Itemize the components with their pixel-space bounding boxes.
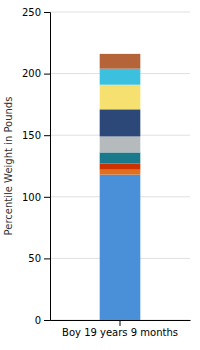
y-tick: 150: [22, 130, 50, 141]
y-tick-mark: [44, 135, 50, 136]
y-tick: 250: [22, 7, 50, 18]
x-tick-label: Boy 19 years 9 months: [62, 327, 178, 338]
grid-line: [50, 12, 190, 13]
y-axis-title: Percentile Weight in Pounds: [3, 97, 14, 236]
y-tick-label: 100: [22, 192, 41, 203]
y-axis: 0 50 100 150 200 250: [22, 7, 51, 326]
bar-segment: [100, 152, 141, 163]
x-tick-mark: [120, 320, 121, 326]
grid: [50, 12, 190, 320]
bar-segment: [100, 85, 141, 110]
y-tick-label: 200: [22, 68, 41, 79]
y-tick: 50: [28, 253, 50, 264]
y-tick-mark: [44, 258, 50, 259]
x-axis: Boy 19 years 9 months: [51, 320, 191, 338]
bar-segment: [100, 69, 141, 85]
y-tick-label: 150: [22, 130, 41, 141]
y-tick-mark: [44, 74, 50, 75]
bar-segment: [100, 175, 141, 320]
bar-segment: [100, 170, 141, 175]
y-tick-mark: [44, 12, 50, 13]
chart: 0 50 100 150 200 250 Boy 19 years 9 months Perc…: [0, 0, 200, 350]
bar-segment: [100, 136, 141, 152]
y-tick-label: 0: [35, 315, 41, 326]
plot: 0 50 100 150 200 250 Boy 19 years 9 months: [22, 7, 191, 338]
y-tick-label: 250: [22, 7, 41, 18]
x-tick: Boy 19 years 9 months: [62, 320, 178, 338]
bar-segment: [100, 164, 141, 170]
y-tick-mark: [44, 197, 50, 198]
bar-segment: [100, 54, 141, 69]
y-tick: 0: [35, 315, 50, 326]
y-tick-label: 50: [28, 253, 41, 264]
bar-segment: [100, 109, 141, 136]
y-axis-line: [44, 13, 51, 321]
y-tick: 200: [22, 68, 50, 79]
y-tick: 100: [22, 192, 50, 203]
y-tick-mark: [44, 320, 50, 321]
bars: [100, 54, 141, 320]
